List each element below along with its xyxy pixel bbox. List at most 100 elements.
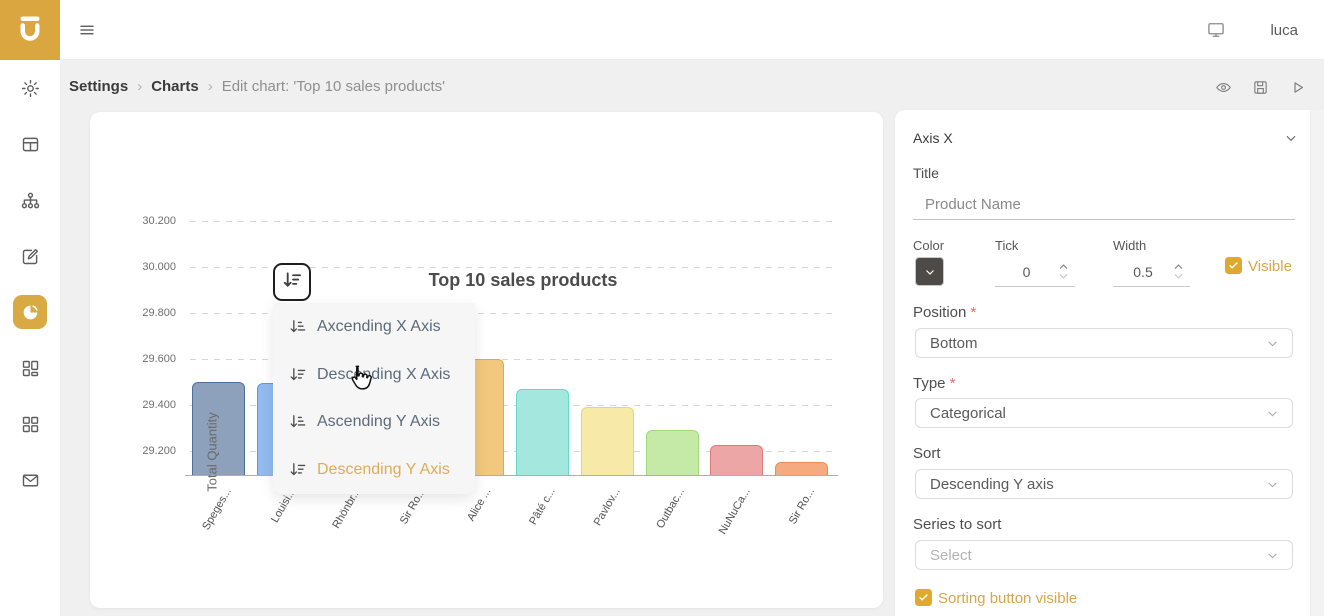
width-input[interactable]: 0.5 bbox=[1113, 257, 1190, 287]
series-placeholder: Select bbox=[930, 546, 972, 564]
stepper-down-icon[interactable] bbox=[1173, 273, 1184, 280]
width-stepper[interactable] bbox=[1173, 263, 1184, 280]
sort-value: Descending Y axis bbox=[930, 475, 1054, 493]
width-label: Width bbox=[1113, 238, 1147, 253]
sort-menu-item-descending-y-axis[interactable]: Descending Y Axis bbox=[273, 446, 475, 494]
sort-ascending-icon bbox=[288, 412, 308, 432]
sort-ascending-icon bbox=[288, 317, 308, 337]
chevron-down-icon[interactable] bbox=[1284, 131, 1298, 145]
top-bar: luca bbox=[0, 0, 1324, 60]
mail-icon bbox=[20, 470, 41, 491]
user-name[interactable]: luca bbox=[1270, 21, 1298, 39]
breadcrumb-link[interactable]: Charts bbox=[151, 78, 199, 95]
display-icon[interactable] bbox=[1206, 20, 1226, 40]
breadcrumb-separator: › bbox=[207, 78, 213, 95]
sidebar-item-pie[interactable] bbox=[13, 295, 47, 329]
chart-bar bbox=[516, 388, 569, 475]
axis-title-input[interactable]: Product Name bbox=[913, 190, 1295, 220]
gridline bbox=[190, 450, 838, 452]
run-icon[interactable] bbox=[1289, 79, 1306, 96]
sort-select[interactable]: Descending Y axis bbox=[915, 469, 1293, 499]
chevron-down-icon bbox=[1268, 552, 1277, 558]
stepper-down-icon[interactable] bbox=[1058, 273, 1069, 280]
sidebar-item-mail[interactable] bbox=[13, 463, 47, 497]
type-label: Type * bbox=[913, 375, 956, 392]
layout-icon bbox=[20, 358, 41, 379]
axis-title-value: Product Name bbox=[925, 196, 1021, 213]
chevron-down-icon bbox=[1268, 340, 1277, 346]
sidebar-item-edit[interactable] bbox=[13, 239, 47, 273]
gear-icon bbox=[20, 78, 41, 99]
x-category-label: NuNuCa... bbox=[716, 486, 753, 537]
gridline bbox=[190, 220, 838, 222]
check-icon bbox=[1229, 262, 1238, 269]
stepper-up-icon[interactable] bbox=[1173, 263, 1184, 270]
sidebar-item-table[interactable] bbox=[13, 127, 47, 161]
chart-bar bbox=[645, 430, 699, 475]
pie-icon bbox=[20, 302, 41, 323]
title-label: Title bbox=[913, 165, 939, 181]
y-tick-label: 30.200 bbox=[142, 214, 176, 227]
sidebar-item-grid[interactable] bbox=[13, 407, 47, 441]
y-tick-label: 29.600 bbox=[142, 352, 176, 365]
chevron-down-icon bbox=[1268, 410, 1277, 416]
color-label: Color bbox=[913, 238, 945, 253]
sort-menu-item-label: Descending Y Axis bbox=[317, 461, 450, 479]
series-to-sort-select[interactable]: Select bbox=[915, 540, 1293, 570]
y-tick-label: 30.000 bbox=[142, 260, 176, 273]
breadcrumb-separator: › bbox=[137, 78, 143, 95]
visible-checkbox[interactable] bbox=[1225, 257, 1242, 274]
axis-settings-panel: Axis X Title Product Name Color Tick 0 W… bbox=[895, 110, 1324, 616]
sidebar-item-sitemap[interactable] bbox=[13, 183, 47, 217]
sort-descending-icon bbox=[288, 460, 308, 480]
sort-label: Sort bbox=[913, 445, 941, 462]
edit-icon bbox=[20, 246, 41, 267]
series-to-sort-label: Series to sort bbox=[913, 516, 1002, 533]
sorting-button-visible-checkbox[interactable] bbox=[915, 589, 932, 606]
gridline bbox=[190, 312, 838, 314]
x-category-label: Pavlov... bbox=[591, 486, 623, 528]
sort-menu-item-descending-x-axis[interactable]: Descending X Axis bbox=[273, 351, 475, 399]
sitemap-icon bbox=[20, 190, 41, 211]
save-icon[interactable] bbox=[1252, 79, 1269, 96]
sort-menu-item-axcending-x-axis[interactable]: Axcending X Axis bbox=[273, 303, 475, 351]
visible-label: Visible bbox=[1248, 258, 1292, 275]
eye-icon[interactable] bbox=[1215, 79, 1232, 96]
sidebar-item-gear[interactable] bbox=[13, 71, 47, 105]
breadcrumb-link[interactable]: Settings bbox=[69, 78, 129, 95]
tick-input[interactable]: 0 bbox=[995, 257, 1075, 287]
sidebar-item-layout[interactable] bbox=[13, 351, 47, 385]
sort-button[interactable] bbox=[273, 263, 311, 301]
chart-bar bbox=[710, 445, 764, 475]
x-category-label: Outbac... bbox=[654, 486, 688, 531]
chart-bar bbox=[580, 407, 634, 475]
gridline bbox=[190, 358, 838, 360]
tick-value: 0 bbox=[1022, 263, 1031, 280]
y-tick-label: 29.800 bbox=[142, 306, 176, 319]
sort-menu-item-ascending-y-axis[interactable]: Ascending Y Axis bbox=[273, 399, 475, 447]
check-icon bbox=[919, 594, 928, 601]
x-category-label: Sir Ro... bbox=[786, 486, 818, 527]
chart-card: 30.200 30.000 29.800 29.600 29.400 29.200 Speg… bbox=[90, 112, 883, 608]
breadcrumb-actions bbox=[1215, 79, 1306, 96]
panel-section-header[interactable]: Axis X bbox=[913, 130, 1298, 146]
chevron-down-icon bbox=[925, 269, 934, 275]
menu-toggle-icon[interactable] bbox=[78, 21, 96, 39]
chart-title: Top 10 sales products bbox=[428, 270, 618, 290]
type-select[interactable]: Categorical bbox=[915, 398, 1293, 428]
color-picker-button[interactable] bbox=[915, 257, 944, 286]
sort-menu-item-label: Descending X Axis bbox=[317, 365, 451, 383]
x-category-label: Pâté c... bbox=[527, 486, 558, 527]
chart-bar bbox=[192, 381, 245, 475]
sort-menu: Axcending X Axis Descending X Axis Ascendi… bbox=[273, 303, 475, 494]
stepper-up-icon[interactable] bbox=[1058, 263, 1069, 270]
app-logo[interactable] bbox=[0, 0, 60, 60]
breadcrumb-current: Edit chart: 'Top 10 sales products' bbox=[221, 78, 446, 95]
tick-stepper[interactable] bbox=[1058, 263, 1069, 280]
gridline bbox=[190, 266, 838, 268]
x-axis-line bbox=[185, 475, 838, 476]
panel-scrollbar[interactable] bbox=[1310, 110, 1324, 616]
position-label: Position * bbox=[913, 304, 977, 321]
position-select[interactable]: Bottom bbox=[915, 328, 1293, 358]
grid-icon bbox=[20, 414, 41, 435]
